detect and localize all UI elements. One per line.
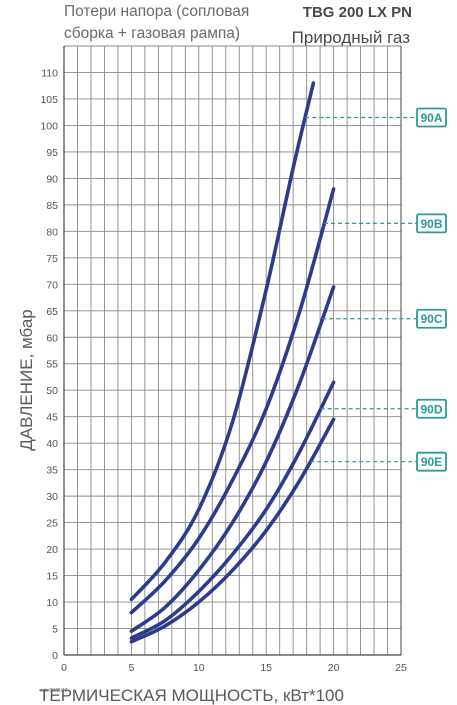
x-tick-label: 20 <box>328 662 340 674</box>
y-tick-label: 55 <box>46 359 58 371</box>
series-tag-box <box>416 213 447 234</box>
y-tick-label: 0 <box>52 650 58 662</box>
y-tick-label: 70 <box>46 279 58 291</box>
x-axis-label: ТЕРМИЧЕСКАЯ МОЩНОСТЬ, кВт*100 <box>39 686 344 705</box>
series-line-90c <box>129 285 336 633</box>
y-tick-label: 50 <box>46 385 58 397</box>
y-tick-label: 35 <box>46 465 58 477</box>
series-tags: 90A 90B 90C 90D 90E <box>305 107 447 472</box>
y-tick-label: 40 <box>46 438 58 450</box>
y-tick-label: 10 <box>46 597 58 609</box>
y-tick-label: 65 <box>46 306 58 318</box>
x-tick-label: 0 <box>61 662 67 674</box>
y-tick-label: 110 <box>41 67 58 79</box>
y-tick-label: 60 <box>46 332 58 344</box>
axes <box>63 46 402 656</box>
series-tag-box <box>416 107 447 128</box>
chart-subtitle-line2: сборка + газовая рампа) <box>64 25 241 42</box>
series-line-90b <box>129 187 336 615</box>
series-tag-box <box>416 398 447 419</box>
y-tick-label: 95 <box>46 147 58 159</box>
grid <box>64 45 401 655</box>
y-tick-label: 20 <box>46 544 58 556</box>
x-tick-label: 10 <box>193 662 205 674</box>
x-tick-label: 5 <box>128 662 134 674</box>
chart-subtitle-line1: Потери напора (сопловая <box>64 3 250 20</box>
y-tick-label: 75 <box>46 253 58 265</box>
chart-fuel-label: Природный газ <box>291 28 410 47</box>
series-tag-box <box>416 308 447 329</box>
series-tag-label: 90A <box>420 111 442 125</box>
y-axis-label: ДАВЛЕНИЕ, мбар <box>17 309 36 451</box>
tick-labels: 0510152025303540455055606570758085909510… <box>40 67 407 674</box>
y-tick-label: 80 <box>46 226 58 238</box>
x-tick-label: 15 <box>260 662 272 674</box>
y-tick-label: 85 <box>46 200 58 212</box>
series-tag-label: 90E <box>421 455 442 469</box>
series-line-90d <box>129 380 336 640</box>
series-tag-box <box>416 451 447 472</box>
series-line-90e <box>129 417 336 644</box>
y-tick-label: 45 <box>46 412 58 424</box>
y-tick-label: 30 <box>46 491 58 503</box>
series-tag-label: 90C <box>420 312 442 326</box>
y-tick-label: 25 <box>46 518 58 530</box>
chart-model-title: TBG 200 LX PN <box>302 4 412 21</box>
y-tick-label: 100 <box>40 120 58 132</box>
y-tick-label: 105 <box>40 94 58 106</box>
y-tick-label: 5 <box>52 624 58 636</box>
y-tick-label: 15 <box>46 571 58 583</box>
series-lines <box>129 81 336 644</box>
series-line-90a <box>129 81 316 602</box>
y-tick-label: 90 <box>46 173 58 185</box>
x-tick-label: 25 <box>395 662 407 674</box>
series-tag-label: 90B <box>420 217 442 231</box>
series-tag-label: 90D <box>420 402 442 416</box>
footer-code: edz 08/2012 <box>40 688 68 694</box>
